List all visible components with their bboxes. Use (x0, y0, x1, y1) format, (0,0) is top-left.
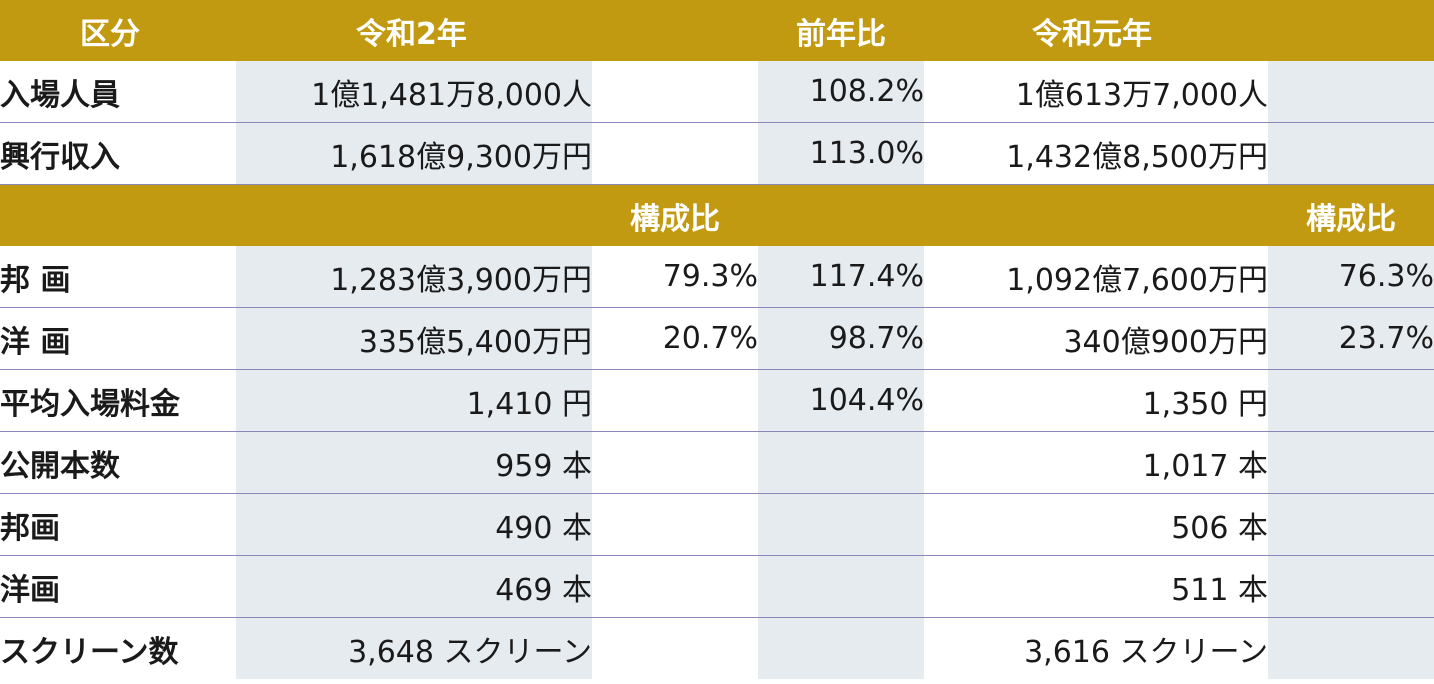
row-label: 入場人員 (0, 61, 236, 123)
previous-value: 511 本 (924, 555, 1268, 618)
header-previous-year: 令和元年 (924, 0, 1268, 61)
table-row: 公開本数 959 本 1,017 本 (0, 431, 1434, 494)
previous-value: 1,017 本 (924, 431, 1268, 494)
share-previous (1268, 369, 1434, 432)
current-value: 469 本 (236, 555, 592, 618)
current-value: 1,618億9,300万円 (236, 122, 592, 185)
share-current (592, 122, 758, 185)
table-row: 邦 画 1,283億3,900万円 79.3% 117.4% 1,092億7,6… (0, 246, 1434, 308)
row-label: 洋 画 (0, 307, 236, 370)
row-label: 邦 画 (0, 246, 236, 308)
share-current: 79.3% (592, 246, 758, 308)
previous-value: 1,350 円 (924, 369, 1268, 432)
previous-value: 1,092億7,600万円 (924, 246, 1268, 308)
share-current (592, 369, 758, 432)
row-label: 邦画 (0, 493, 236, 556)
header-blank (758, 184, 924, 246)
share-previous: 76.3% (1268, 246, 1434, 308)
header-row-top: 区分 令和2年 前年比 令和元年 (0, 0, 1434, 61)
table-row: 洋 画 335億5,400万円 20.7% 98.7% 340億900万円 23… (0, 307, 1434, 370)
change-value (758, 555, 924, 618)
change-value (758, 431, 924, 494)
current-value: 1,410 円 (236, 369, 592, 432)
current-value: 3,648 スクリーン (236, 617, 592, 679)
header-share-current: 構成比 (592, 184, 758, 246)
share-previous (1268, 493, 1434, 556)
row-label: 公開本数 (0, 431, 236, 494)
table-row: 平均入場料金 1,410 円 104.4% 1,350 円 (0, 369, 1434, 432)
current-value: 1,283億3,900万円 (236, 246, 592, 308)
current-value: 959 本 (236, 431, 592, 494)
share-current (592, 555, 758, 618)
share-current (592, 493, 758, 556)
header-blank (592, 0, 758, 61)
current-value: 490 本 (236, 493, 592, 556)
row-label: 興行収入 (0, 122, 236, 185)
table-row: 洋画 469 本 511 本 (0, 555, 1434, 618)
header-blank (924, 184, 1268, 246)
share-current (592, 431, 758, 494)
current-value: 1億1,481万8,000人 (236, 61, 592, 123)
header-blank (1268, 0, 1434, 61)
previous-value: 506 本 (924, 493, 1268, 556)
header-change: 前年比 (758, 0, 924, 61)
previous-value: 340億900万円 (924, 307, 1268, 370)
row-label: 平均入場料金 (0, 369, 236, 432)
row-label: 洋画 (0, 555, 236, 618)
change-value: 117.4% (758, 246, 924, 308)
share-current (592, 61, 758, 123)
change-value: 98.7% (758, 307, 924, 370)
previous-value: 3,616 スクリーン (924, 617, 1268, 679)
previous-value: 1,432億8,500万円 (924, 122, 1268, 185)
header-blank (0, 184, 236, 246)
share-previous (1268, 431, 1434, 494)
change-value (758, 617, 924, 679)
share-current (592, 617, 758, 679)
share-previous (1268, 61, 1434, 123)
header-blank (236, 184, 592, 246)
table-row: 邦画 490 本 506 本 (0, 493, 1434, 556)
header-row-mid: 構成比 構成比 (0, 184, 1434, 246)
current-value: 335億5,400万円 (236, 307, 592, 370)
table-row: スクリーン数 3,648 スクリーン 3,616 スクリーン (0, 617, 1434, 679)
change-value: 104.4% (758, 369, 924, 432)
change-value: 108.2% (758, 61, 924, 123)
change-value: 113.0% (758, 122, 924, 185)
table-row: 入場人員 1億1,481万8,000人 108.2% 1億613万7,000人 (0, 61, 1434, 123)
share-previous (1268, 555, 1434, 618)
header-current-year: 令和2年 (236, 0, 592, 61)
share-previous (1268, 122, 1434, 185)
table-row: 興行収入 1,618億9,300万円 113.0% 1,432億8,500万円 (0, 122, 1434, 185)
share-previous (1268, 617, 1434, 679)
share-current: 20.7% (592, 307, 758, 370)
header-share-previous: 構成比 (1268, 184, 1434, 246)
header-category: 区分 (0, 0, 236, 61)
row-label: スクリーン数 (0, 617, 236, 679)
change-value (758, 493, 924, 556)
previous-value: 1億613万7,000人 (924, 61, 1268, 123)
share-previous: 23.7% (1268, 307, 1434, 370)
